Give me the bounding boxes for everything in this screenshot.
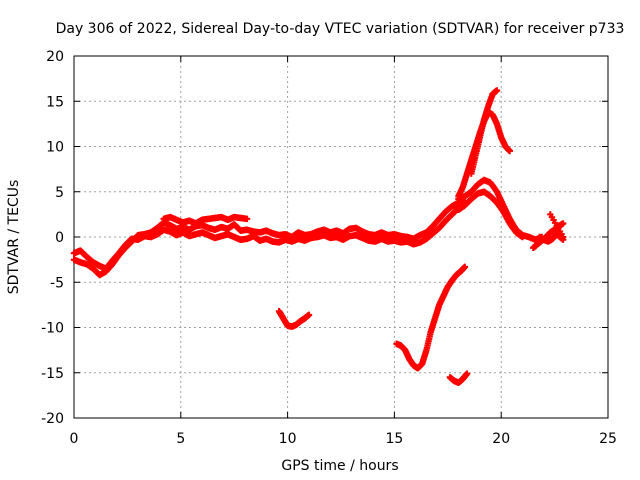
series-spike-peak <box>468 87 501 177</box>
series-arc-10 <box>275 308 313 330</box>
data-point <box>519 233 526 241</box>
data-points <box>70 87 567 386</box>
y-axis-label: SDTVAR / TECUs <box>6 180 22 295</box>
series-decay-lower <box>455 188 526 241</box>
y-tick-label: -10 <box>41 321 64 337</box>
x-tick-label: 15 <box>385 431 403 447</box>
data-point <box>506 147 513 155</box>
x-tick-label: 0 <box>70 431 79 447</box>
data-point <box>559 233 567 241</box>
series-arc-18 <box>446 370 471 386</box>
data-point <box>461 263 469 271</box>
series-main-band-upper <box>160 213 251 227</box>
y-tick-label: 10 <box>46 140 64 156</box>
x-tick-label: 5 <box>176 431 185 447</box>
data-point <box>463 370 471 377</box>
y-tick-label: 5 <box>55 185 64 201</box>
x-axis-label: GPS time / hours <box>281 458 398 474</box>
series-arc-16 <box>393 263 469 372</box>
y-tick-label: 0 <box>55 230 64 246</box>
series-end-points <box>547 211 567 241</box>
y-tick-label: -15 <box>41 366 64 382</box>
chart-title: Day 306 of 2022, Sidereal Day-to-day VTE… <box>56 21 625 37</box>
axis-ticks: 0 5 10 15 20 25 -20 -15 -10 -5 0 5 10 15 20 <box>41 49 617 447</box>
x-tick-label: 25 <box>599 431 617 447</box>
x-tick-label: 10 <box>279 431 297 447</box>
x-tick-label: 20 <box>492 431 510 447</box>
data-point <box>559 220 567 227</box>
y-tick-label: -5 <box>50 275 64 291</box>
data-point <box>243 215 251 223</box>
y-tick-label: 15 <box>46 94 64 110</box>
data-point <box>305 311 313 319</box>
series-main-band-lower <box>70 201 469 272</box>
y-tick-label: -20 <box>41 411 64 427</box>
data-point <box>493 87 501 94</box>
y-tick-label: 20 <box>46 49 64 65</box>
